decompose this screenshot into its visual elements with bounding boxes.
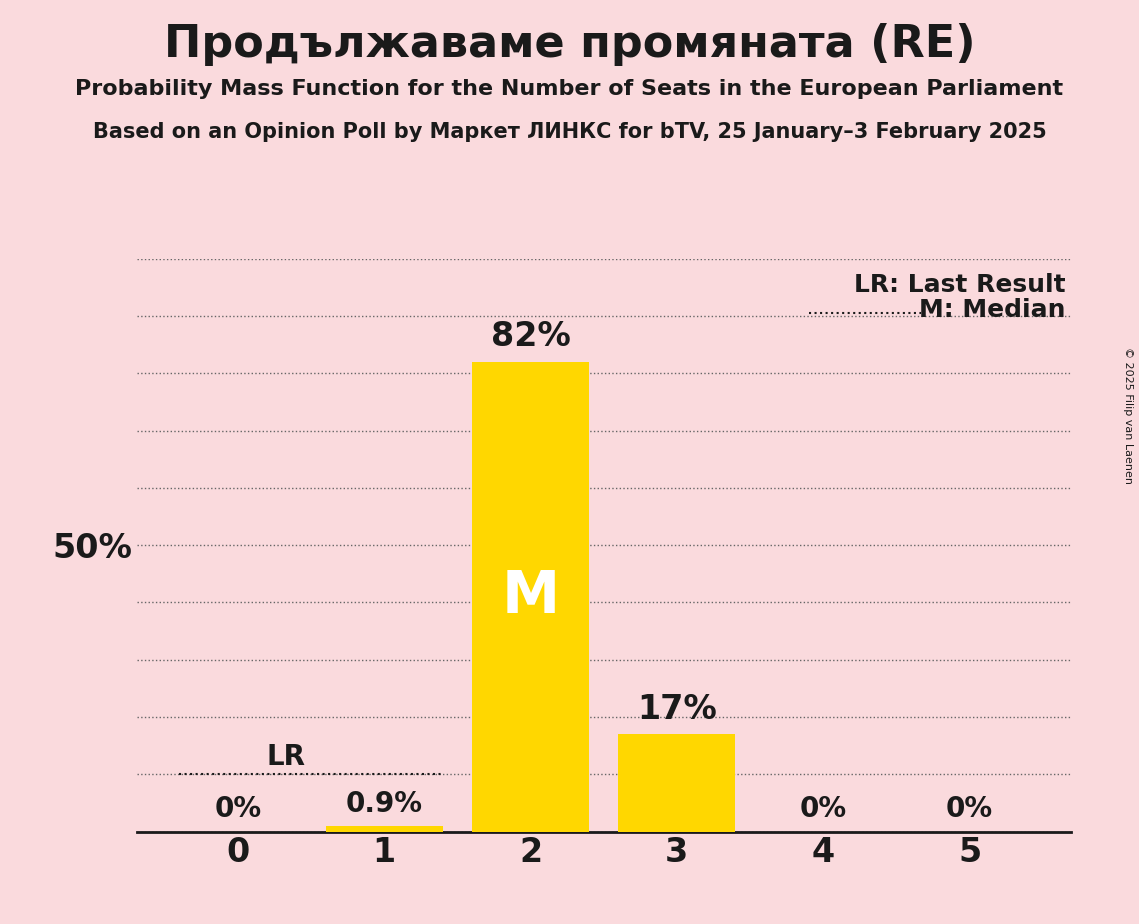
Text: M: M — [501, 568, 559, 626]
Bar — [472, 362, 589, 832]
Text: LR: LR — [267, 744, 306, 772]
Bar — [618, 735, 736, 832]
Text: 0%: 0% — [214, 795, 261, 823]
Text: 0.9%: 0.9% — [345, 790, 423, 818]
Bar — [326, 826, 443, 832]
Text: 17%: 17% — [637, 693, 716, 725]
Text: 0%: 0% — [800, 795, 846, 823]
Text: Продължаваме промяната (RE): Продължаваме промяната (RE) — [164, 23, 975, 67]
Text: Probability Mass Function for the Number of Seats in the European Parliament: Probability Mass Function for the Number… — [75, 79, 1064, 99]
Text: © 2025 Filip van Laenen: © 2025 Filip van Laenen — [1123, 347, 1133, 484]
Text: M: Median: M: Median — [919, 298, 1066, 322]
Text: 82%: 82% — [491, 321, 571, 353]
Text: Based on an Opinion Poll by Маркет ЛИНКС for bTV, 25 January–3 February 2025: Based on an Opinion Poll by Маркет ЛИНКС… — [92, 122, 1047, 142]
Text: LR: Last Result: LR: Last Result — [854, 274, 1066, 297]
Text: 0%: 0% — [947, 795, 993, 823]
